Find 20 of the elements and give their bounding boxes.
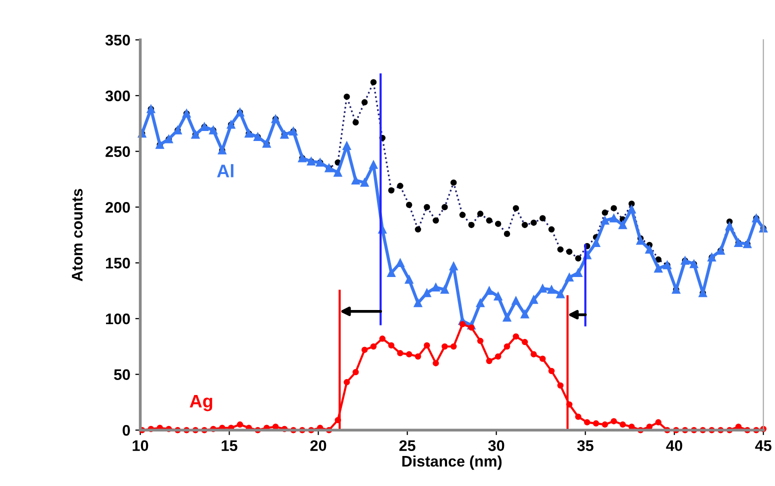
- y-tick-label: 250: [106, 146, 130, 158]
- y-tick-label: 100: [106, 313, 130, 324]
- x-axis-title: Distance (nm): [402, 455, 502, 470]
- x-tick-label: 35: [577, 440, 594, 452]
- y-tick-label: 200: [106, 202, 130, 213]
- y-tick-label: 0: [122, 424, 130, 436]
- y-axis-title: Atom counts: [72, 188, 83, 282]
- x-tick-label: 20: [310, 440, 326, 452]
- y-tick-label: 150: [106, 258, 130, 269]
- x-tick-label: 10: [132, 440, 148, 452]
- x-tick-label: 45: [755, 440, 772, 452]
- x-tick-label: 30: [488, 440, 504, 452]
- series-label: Al: [217, 164, 234, 178]
- x-tick-label: 40: [666, 440, 682, 452]
- x-tick-label: 15: [222, 440, 238, 452]
- series-label: Ag: [190, 394, 212, 412]
- y-tick-label: 350: [105, 34, 130, 46]
- y-tick-label: 300: [105, 90, 130, 102]
- x-tick-label: 25: [399, 440, 416, 452]
- y-tick-label: 50: [114, 369, 130, 380]
